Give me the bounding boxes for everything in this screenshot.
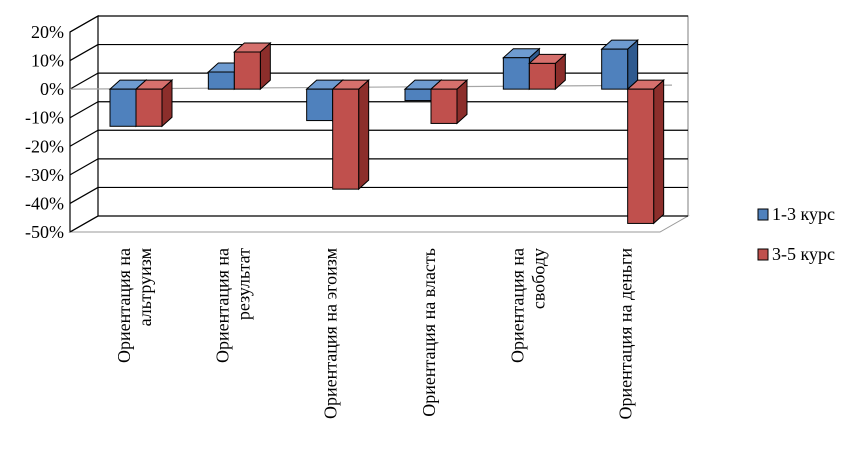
legend-swatch (757, 248, 769, 261)
bar-front-face (430, 88, 458, 124)
gridline-side (69, 186, 99, 204)
x-axis-labels: Ориентация наальтруизм Ориентация нарезул… (114, 248, 636, 420)
gridline-side (69, 158, 99, 176)
legend-label: 1-3 курс (772, 204, 835, 224)
x-category-label-line: Ориентация на (507, 248, 527, 363)
bar-front-face (332, 88, 360, 190)
legend-item-2: 3-5 курс (757, 244, 835, 264)
x-category-label: Ориентация на деньги (616, 248, 636, 420)
bar-front-face (627, 88, 655, 224)
gridline-side (69, 215, 99, 233)
y-axis-ticks: 20% 10% 0% -10% -20% -30% -40% -50% (25, 22, 64, 242)
bar-front-face (404, 88, 432, 102)
y-tick-label: -50% (25, 222, 64, 242)
x-category-label: Ориентация на власть (419, 248, 439, 417)
y-tick-label: 20% (31, 22, 64, 42)
bar-front-face (528, 62, 556, 90)
legend-swatch (757, 208, 769, 221)
side-wall (69, 14, 99, 234)
x-category-label-line: альтруизм (135, 248, 155, 326)
x-category-label: Ориентация насвободу (507, 248, 548, 363)
y-tick-label: -20% (25, 136, 64, 156)
gridline-side (69, 44, 99, 62)
bar-2-2 (233, 41, 272, 91)
x-category-label-line: Ориентация на деньги (616, 248, 636, 420)
legend-label: 3-5 курс (772, 244, 835, 264)
bar-side-face (653, 79, 665, 225)
gridline-side (69, 101, 99, 119)
bar-2-5 (528, 53, 567, 91)
bar-front-face (233, 51, 261, 90)
gridline-side (69, 15, 99, 33)
floor (68, 215, 690, 233)
x-category-label-line: Ориентация на (114, 248, 134, 363)
y-tick-label: 10% (31, 51, 64, 71)
back-wall (97, 15, 689, 217)
bar-2-6 (626, 79, 665, 225)
bars (108, 39, 665, 225)
bar-2-3 (331, 79, 370, 191)
x-category-label: Ориентация на эгоизм (321, 248, 341, 419)
bar-2-1 (134, 79, 174, 128)
bar-front-face (109, 88, 137, 127)
bar-side-face (358, 79, 370, 191)
bar-front-face (135, 88, 163, 127)
bar-front-face (207, 71, 235, 90)
gridline-side (69, 129, 99, 147)
x-category-label-line: свободу (528, 248, 548, 309)
x-category-label-line: результат (233, 248, 253, 320)
legend: 1-3 курс 3-5 курс (757, 204, 835, 264)
bar-1-6 (600, 39, 639, 91)
x-category-label-line: Ориентация на власть (419, 248, 439, 417)
x-category-label-line: Ориентация на (212, 248, 232, 363)
gridlines (69, 15, 688, 233)
bar-front-face (502, 57, 530, 90)
x-category-label: Ориентация наальтруизм (114, 248, 155, 363)
x-category-label: Ориентация нарезультат (212, 248, 253, 363)
x-category-label-line: Ориентация на эгоизм (321, 248, 341, 419)
y-tick-label: 0% (40, 79, 64, 99)
bar-front-face (601, 48, 629, 90)
y-tick-label: -40% (25, 193, 64, 213)
y-tick-label: -10% (25, 108, 64, 128)
bar-front-face (306, 88, 334, 122)
bar-2-4 (429, 79, 469, 125)
legend-item-1: 1-3 курс (757, 204, 835, 224)
gridline-side (69, 72, 99, 90)
y-tick-label: -30% (25, 165, 64, 185)
